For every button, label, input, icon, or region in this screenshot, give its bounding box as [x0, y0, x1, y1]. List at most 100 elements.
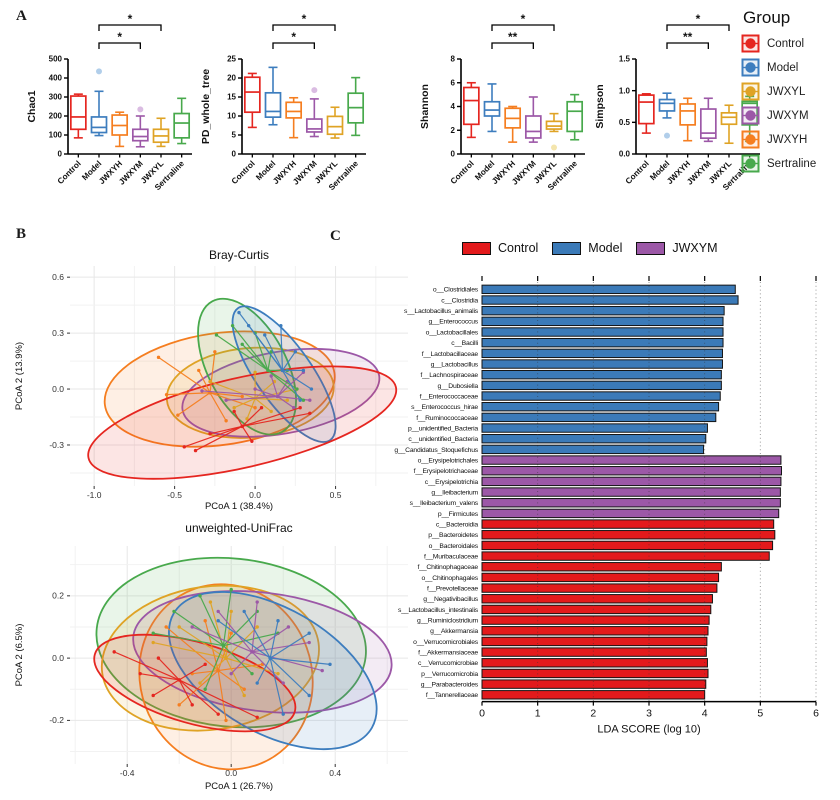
taxon-label: f__Prevotellaceae: [427, 585, 478, 592]
lda-bar: [481, 327, 724, 337]
taxon-label: p__Firmicutes: [438, 511, 479, 518]
pcoa-title: unweighted-UniFrac: [185, 521, 292, 535]
taxon-label: s__Lactobacillus_animalis: [404, 308, 479, 315]
lda-bar: [481, 316, 724, 327]
box-Chao1-JWXYM: [131, 106, 149, 148]
lda-bar-row: o__Chitinophagales: [422, 572, 720, 583]
taxon-label: g__Ruminiclostridium: [417, 618, 479, 625]
lda-bar-row: f__Ruminococcaceae: [416, 412, 717, 423]
taxon-label: p__Verrucomicrobia: [421, 671, 478, 678]
pcoa-title: Bray-Curtis: [209, 248, 269, 262]
significance-bracket: *: [666, 12, 730, 31]
svg-text:5: 5: [232, 131, 237, 140]
lda-bar-row: f__Muribaculaceae: [424, 551, 770, 561]
taxon-label: g__Dubosiella: [438, 383, 479, 390]
lda-bar: [481, 690, 706, 700]
lda-bar: [481, 337, 724, 348]
svg-text:300: 300: [49, 93, 63, 102]
group-legend-key-icon: [741, 58, 760, 77]
group-legend-label: JWXYH: [767, 133, 808, 146]
svg-text:0.3: 0.3: [52, 328, 64, 338]
lda-bar-row: p__Bacteroidetes: [428, 530, 776, 540]
svg-text:**: **: [683, 30, 693, 44]
y-axis-label: Simpson: [594, 84, 606, 128]
group-legend-key-icon: [741, 106, 760, 125]
taxon-label: f__Lachnospiraceae: [420, 372, 478, 379]
x-category-label: Control: [449, 159, 476, 186]
lefse-legend-item-control: Control: [462, 241, 538, 255]
lefse-legend-label: Control: [498, 241, 539, 255]
y-axis-label: Chao1: [26, 90, 38, 122]
lda-bar-row: g__Ileibacterium: [431, 487, 781, 497]
svg-text:0.5: 0.5: [619, 118, 631, 127]
taxon-label: s__Lactobacillus_intestinalis: [398, 607, 479, 614]
x-category-label: Control: [230, 159, 257, 186]
group-legend-key-icon: [741, 34, 760, 53]
svg-text:2: 2: [590, 708, 596, 720]
boxplot-pd-whole-tree: 0510152025PD_whole_treeControlModelJWXYH…: [200, 12, 366, 192]
svg-text:*: *: [291, 30, 296, 44]
lda-bar-row: f__Lactobacillaceae: [422, 348, 723, 359]
taxon-label: o__Lactobacillales: [426, 329, 479, 336]
lefse-legend-item-jwxym: JWXYM: [636, 241, 717, 255]
pcoa-spider-Model: [216, 609, 332, 716]
lda-bar: [481, 530, 776, 540]
lda-bar: [481, 658, 708, 668]
svg-text:10: 10: [227, 112, 236, 121]
group-legend-label: JWXYM: [767, 109, 809, 122]
svg-text:4: 4: [451, 102, 456, 111]
lda-bar: [481, 466, 782, 476]
svg-text:0.4: 0.4: [329, 768, 341, 778]
significance-bracket: *: [272, 30, 315, 49]
svg-text:*: *: [128, 12, 133, 26]
taxon-label: f__Erysipelotrichaceae: [414, 468, 479, 475]
svg-text:-0.3: -0.3: [49, 440, 64, 450]
lda-bar: [481, 604, 712, 615]
lda-bar: [481, 284, 736, 295]
lda-bar: [481, 615, 710, 625]
svg-text:**: **: [508, 30, 518, 44]
svg-text:6: 6: [813, 708, 819, 720]
pcoa-spider-JWXYM: [200, 370, 312, 410]
significance-bracket: **: [491, 30, 534, 49]
taxon-label: c__Clostridia: [441, 297, 478, 304]
lefse-legend: Control Model JWXYM: [462, 241, 717, 255]
pcoa-spider-Model: [237, 310, 314, 402]
taxon-label: f__Muribaculaceae: [424, 553, 478, 560]
group-legend-label: Model: [767, 61, 799, 74]
lda-bar-row: g__Dubosiella: [438, 380, 722, 391]
lda-bar: [481, 668, 709, 679]
svg-text:0: 0: [479, 708, 485, 720]
pcoa-spider-Control: [112, 650, 259, 719]
lda-bar: [481, 572, 720, 583]
taxon-label: o__Erysipelotrichales: [418, 457, 479, 464]
svg-text:1.5: 1.5: [619, 55, 631, 64]
lda-bar-row: p__Verrucomicrobia: [421, 668, 709, 679]
svg-text:25: 25: [227, 55, 236, 64]
svg-text:20: 20: [227, 74, 236, 83]
lda-bar-row: f__Lachnospiraceae: [420, 369, 722, 380]
significance-bracket: **: [666, 30, 709, 49]
taxon-label: s__Ileibacterium_valens: [410, 500, 479, 507]
lda-bar-row: g__Lactobacillus: [431, 359, 723, 369]
group-legend-key-icon: [741, 82, 760, 101]
taxon-label: g__Negativibacillus: [423, 596, 479, 603]
lefse-legend-label: Model: [588, 241, 623, 255]
lda-bar-row: c__Bacilli: [451, 337, 724, 348]
taxon-label: g__Ileibacterium: [431, 489, 478, 496]
taxon-label: g__Candidatus_Stoquefichus: [394, 447, 478, 454]
lda-bar: [481, 369, 722, 380]
lda-bar-row: f__Akkermansiaceae: [418, 647, 707, 657]
y-axis-label: PCoA 2 (13.9%): [14, 342, 25, 410]
svg-text:0.6: 0.6: [52, 272, 64, 282]
svg-text:2: 2: [451, 126, 456, 135]
box-Shannon-JWXYM: [524, 96, 542, 143]
taxon-label: o__Verrucomicrobiales: [413, 639, 479, 646]
lda-bar-row: f__Tannerellaceae: [426, 690, 706, 700]
lda-bar: [481, 562, 722, 572]
pcoa-spider-JWXYH: [156, 350, 257, 423]
grid: [70, 546, 408, 764]
significance-bracket: *: [98, 12, 162, 31]
lda-bar-row: p__unidentified_Bacteria: [408, 423, 708, 433]
lda-bar: [481, 519, 775, 529]
